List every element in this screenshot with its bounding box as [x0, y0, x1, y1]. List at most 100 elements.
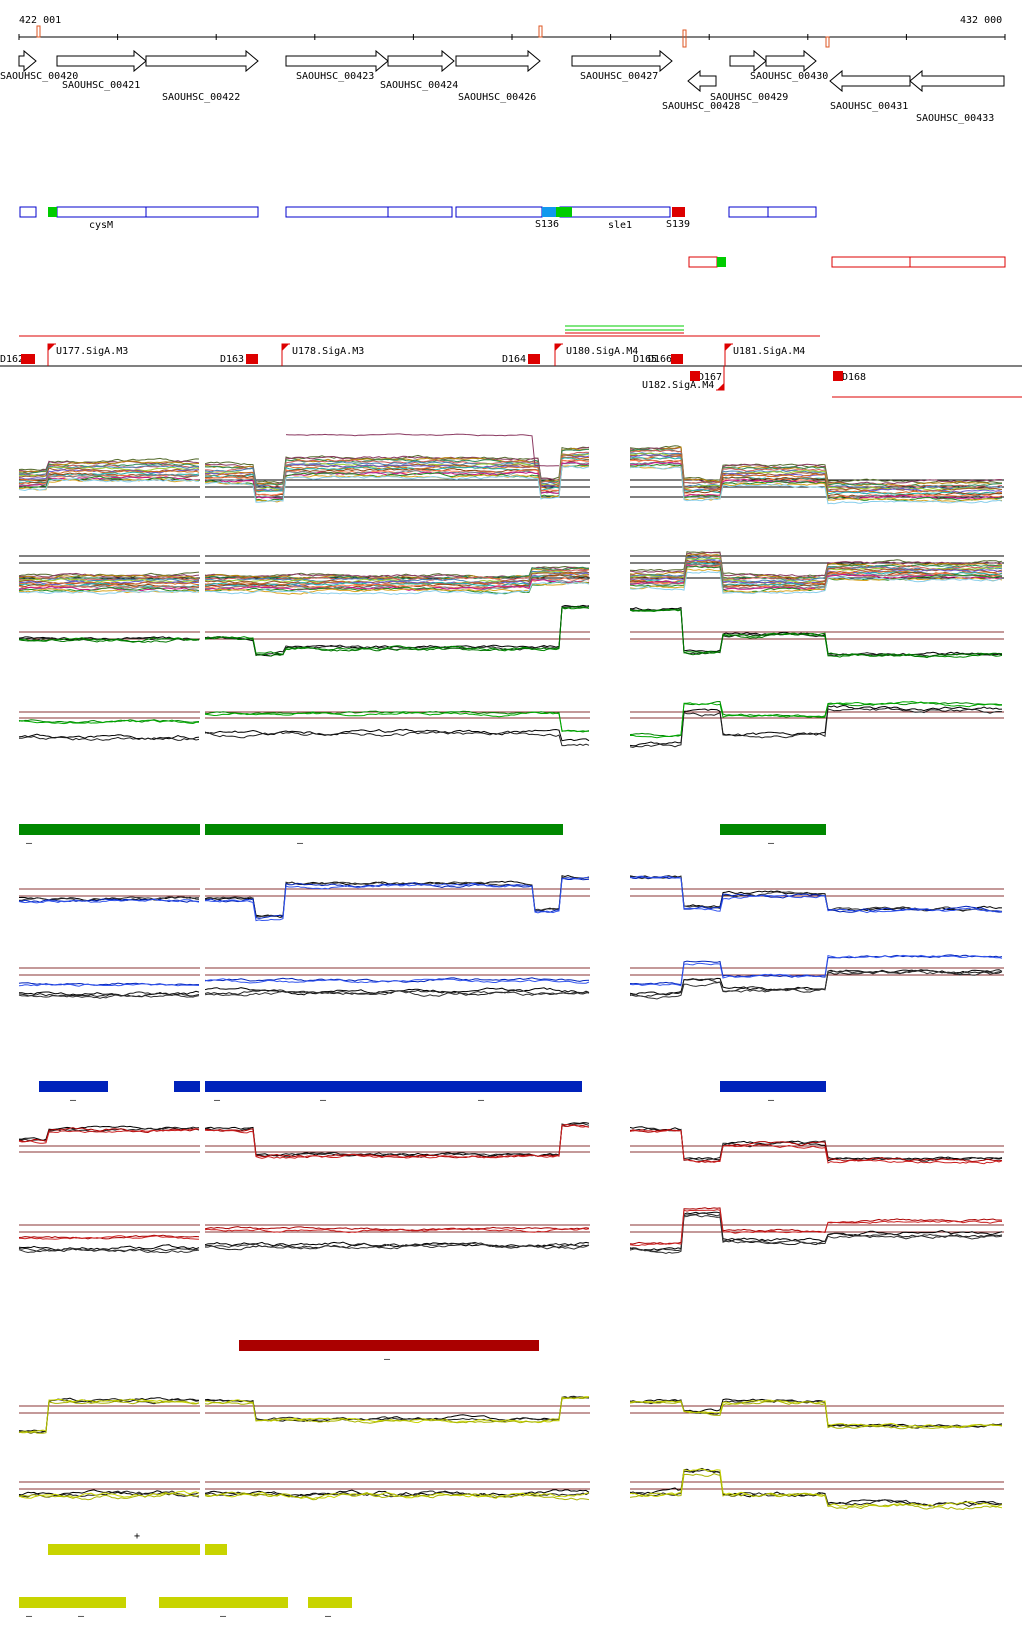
expression-line	[204, 455, 590, 492]
annotation-track-blue: cysM S136 sle1 S139	[19, 206, 817, 231]
track-panel	[18, 445, 1003, 505]
axis-marker	[682, 29, 687, 48]
expression-line	[629, 954, 1003, 987]
gene-label: SAOUHSC_00428	[662, 101, 740, 112]
gene-label: SAOUHSC_00433	[916, 113, 994, 124]
annotation-box	[145, 206, 259, 218]
expression-line	[204, 1227, 590, 1234]
expression-line	[629, 607, 1003, 656]
expression-line	[18, 983, 200, 987]
gene-arrow	[56, 49, 147, 73]
threshold-lines	[19, 1145, 1004, 1153]
expression-line	[19, 1125, 200, 1141]
expression-line	[204, 728, 590, 742]
expression-line	[629, 1212, 1003, 1252]
expression-line	[629, 452, 1003, 491]
expression-line	[18, 465, 199, 477]
track-panel	[18, 1467, 1003, 1511]
expression-line	[629, 707, 1003, 748]
expression-line	[204, 581, 590, 595]
promoter-label-d162: D162	[0, 354, 24, 365]
expression-tracks	[18, 433, 1004, 1511]
segment-sign: –	[320, 1095, 327, 1106]
segment-sign: –	[768, 838, 775, 849]
expression-line	[204, 990, 590, 997]
expression-line	[204, 876, 590, 922]
expression-line	[629, 1473, 1003, 1511]
expression-line	[204, 711, 590, 733]
terminator-block	[671, 354, 683, 364]
gene-arrow	[145, 49, 259, 73]
axis-marker	[36, 25, 41, 38]
segment-bar	[720, 1081, 826, 1092]
expression-line	[18, 1247, 200, 1254]
track-gap	[200, 440, 205, 1580]
expression-line	[205, 451, 590, 488]
gene-label: SAOUHSC_00420	[0, 71, 78, 82]
gene-arrow	[285, 49, 389, 73]
annotation-box	[19, 206, 37, 218]
expression-line	[204, 447, 589, 486]
track-panel	[18, 969, 1003, 1000]
promoter-flag	[725, 344, 732, 351]
expression-line	[629, 969, 1003, 996]
expression-line	[19, 581, 200, 586]
gene-arrow	[909, 69, 1005, 93]
promoter-label-u178: U178.SigA.M3	[292, 346, 364, 357]
threshold-lines	[19, 711, 1004, 719]
annotation-box	[387, 206, 453, 218]
expression-line	[204, 1396, 590, 1424]
expression-line	[204, 459, 590, 496]
expression-line	[629, 875, 1003, 912]
gene-arrow	[829, 69, 911, 93]
segment-sign: –	[768, 1095, 775, 1106]
segment-bar	[159, 1597, 288, 1608]
gene-label: SAOUHSC_00423	[296, 71, 374, 82]
expression-line	[629, 875, 1003, 914]
gene-arrow	[729, 49, 767, 73]
expression-line	[629, 700, 1003, 739]
coordinate-axis: 422 001 432 000	[18, 15, 1006, 48]
track-panel	[18, 954, 1003, 987]
promoter-label-d168: D168	[842, 372, 866, 383]
annotation-box	[688, 256, 718, 268]
promoter-label-d167: D167	[698, 372, 722, 383]
expression-line	[204, 1226, 590, 1232]
promoter-label-d163: D163	[220, 354, 244, 365]
gene-arrow	[571, 49, 673, 73]
segment-sign: –	[78, 1611, 85, 1622]
expression-line	[204, 1124, 590, 1159]
axis-marker	[825, 36, 830, 48]
expression-line	[629, 1400, 1003, 1430]
expression-line	[18, 475, 200, 489]
expression-line	[204, 978, 590, 984]
segment-sign: –	[297, 838, 304, 849]
segment-sign: –	[214, 1095, 221, 1106]
segment-sign: –	[70, 1095, 77, 1106]
segment-sign: –	[26, 838, 33, 849]
expression-line	[18, 1489, 200, 1497]
expression-line	[629, 570, 1003, 595]
promoter-label-u177: U177.SigA.M3	[56, 346, 128, 357]
segment-bar	[19, 1597, 126, 1608]
expression-line	[18, 735, 200, 741]
expression-line	[18, 1128, 200, 1144]
promoter-flag	[555, 344, 562, 351]
expression-line	[18, 1127, 200, 1143]
expression-line	[629, 445, 1002, 484]
expression-line	[629, 1468, 1003, 1509]
expression-line	[285, 433, 560, 467]
annotation-box	[909, 256, 1006, 268]
axis-marker	[538, 25, 543, 38]
gene-label: SAOUHSC_00427	[580, 71, 658, 82]
annotation-box	[455, 206, 543, 218]
expression-line	[18, 1234, 200, 1240]
threshold-lines	[19, 888, 1004, 897]
promoter-label-u182: U182.SigA.M4	[642, 380, 714, 391]
expression-line	[18, 1492, 200, 1501]
expression-line	[18, 571, 200, 578]
segment-bar	[174, 1081, 582, 1092]
axis-end-label: 432 000	[960, 15, 1002, 26]
expression-line	[629, 704, 1003, 747]
expression-line	[629, 465, 1003, 503]
